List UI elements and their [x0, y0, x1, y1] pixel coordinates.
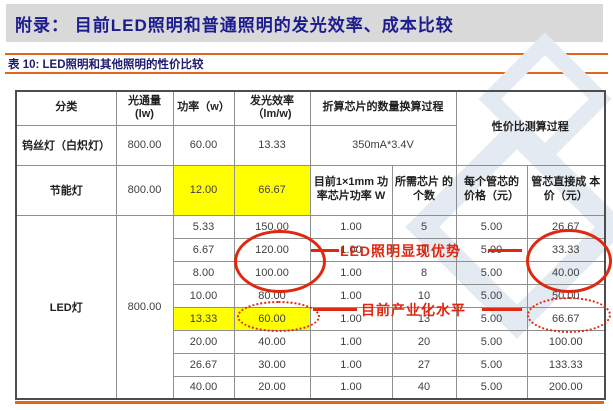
table-row-cfl: 节能灯 800.00 12.00 66.67 目前1×1mm 功率芯片功率 W … — [15, 164, 606, 216]
led-power-cell: 8.00 — [172, 260, 235, 285]
header-row: 分类 光通量 (lw) 功率（w） 发光效率（lm/w) 折算芯片的数量换算过程… — [15, 90, 606, 166]
caption-rule-bottom — [5, 72, 608, 74]
led-cost-cell: 100.00 — [526, 329, 606, 354]
caption-rule-top — [5, 53, 608, 55]
header-cost-calc: 性价比测算过程 — [455, 90, 606, 166]
led-chipw-cell: 1.00 — [309, 329, 393, 354]
title-bar: 附录： 目前LED照明和普通照明的发光效率、成本比较 — [6, 4, 603, 42]
led-name-cell: LED灯 — [15, 214, 117, 400]
led-chipw-cell: 1.00 — [309, 352, 393, 377]
tungsten-conversion-cell: 350mA*3.4V — [309, 124, 457, 166]
led-price-cell: 5.00 — [455, 375, 528, 400]
header-power: 功率（w） — [172, 90, 235, 126]
table-row-led: LED灯 800.00 5.33 150.00 1.00 5 5.00 26.6… — [15, 214, 606, 400]
led-eff-cell: 40.00 — [233, 329, 311, 354]
header-efficiency: 发光效率（lm/w) — [233, 90, 311, 126]
led-power-cell: 10.00 — [172, 283, 235, 308]
led-cost-cell: 133.33 — [526, 352, 606, 377]
table-row-led: 26.67 30.00 1.00 27 5.00 133.33 — [16, 352, 606, 377]
advantage-callout-line-right — [488, 249, 522, 252]
led-price-cell: 5.00 — [455, 352, 528, 377]
industrial-annotation-label: 目前产业化水平 — [361, 302, 466, 318]
advantage-ellipse-efficiency — [234, 230, 326, 293]
tungsten-efficiency-cell: 13.33 — [233, 124, 311, 166]
led-count-cell: 13 — [391, 306, 457, 331]
led-count-cell: 8 — [391, 260, 457, 285]
advantage-annotation-label: LED照明显现优势 — [340, 243, 461, 259]
led-count-cell: 40 — [391, 375, 457, 400]
led-count-cell: 5 — [391, 214, 457, 239]
subheader-chip-cost: 管芯直接成 本价（元） — [526, 164, 606, 216]
tungsten-name-cell: 钨丝灯（白炽灯） — [15, 124, 117, 166]
industrial-ellipse-efficiency — [237, 301, 320, 332]
led-eff-cell: 30.00 — [233, 352, 311, 377]
page-title: 附录： 目前LED照明和普通照明的发光效率、成本比较 — [15, 15, 454, 35]
table-row-led: 40.00 20.00 1.00 40 5.00 200.00 — [16, 375, 606, 400]
cfl-flux-cell: 800.00 — [115, 164, 174, 216]
page-bottom-rule — [15, 401, 604, 404]
cfl-name-cell: 节能灯 — [15, 164, 117, 216]
led-count-cell: 27 — [391, 352, 457, 377]
led-count-cell: 20 — [391, 329, 457, 354]
led-power-cell: 40.00 — [172, 375, 235, 400]
led-chipw-cell: 1.00 — [309, 214, 393, 239]
tungsten-power-cell: 60.00 — [172, 124, 235, 166]
industrial-ellipse-cost — [527, 297, 611, 333]
cfl-efficiency-cell: 66.67 — [233, 164, 311, 216]
table-row-tungsten: 钨丝灯（白炽灯） 800.00 60.00 13.33 350mA*3.4V — [15, 124, 605, 166]
led-count-cell: 10 — [391, 283, 457, 308]
industrial-callout-line-right — [482, 308, 522, 311]
subheader-chip-power: 目前1×1mm 功率芯片功率 W — [309, 164, 393, 216]
advantage-ellipse-cost — [526, 229, 612, 293]
header-chip-conversion: 折算芯片的数量换算过程 — [309, 90, 457, 126]
led-cost-cell: 200.00 — [526, 375, 606, 400]
led-price-cell: 5.00 — [455, 260, 528, 285]
led-power-cell: 5.33 — [172, 214, 235, 239]
cfl-power-cell: 12.00 — [172, 164, 235, 216]
subheader-chip-count: 所需芯片 的个数 — [391, 164, 457, 216]
led-power-cell: 26.67 — [172, 352, 235, 377]
led-price-cell: 5.00 — [455, 214, 528, 239]
led-power-cell: 6.67 — [172, 237, 235, 262]
led-price-cell: 5.00 — [455, 283, 528, 308]
industrial-callout-line-left — [313, 308, 357, 311]
header-category: 分类 — [15, 90, 117, 126]
tungsten-flux-cell: 800.00 — [115, 124, 174, 166]
led-eff-cell: 20.00 — [233, 375, 311, 400]
table-row-led: 20.00 40.00 1.00 20 5.00 100.00 — [16, 329, 606, 354]
led-power-cell: 13.33 — [172, 306, 235, 331]
header-flux: 光通量 (lw) — [115, 90, 174, 126]
led-power-cell: 20.00 — [172, 329, 235, 354]
led-flux-cell: 800.00 — [115, 214, 174, 400]
subheader-chip-price: 每个管芯的 价格（元） — [455, 164, 528, 216]
table-caption: 表 10: LED照明和其他照明的性价比较 — [8, 59, 204, 71]
led-chipw-cell: 1.00 — [309, 375, 393, 400]
led-price-cell: 5.00 — [455, 329, 528, 354]
advantage-callout-line-left — [311, 249, 339, 252]
